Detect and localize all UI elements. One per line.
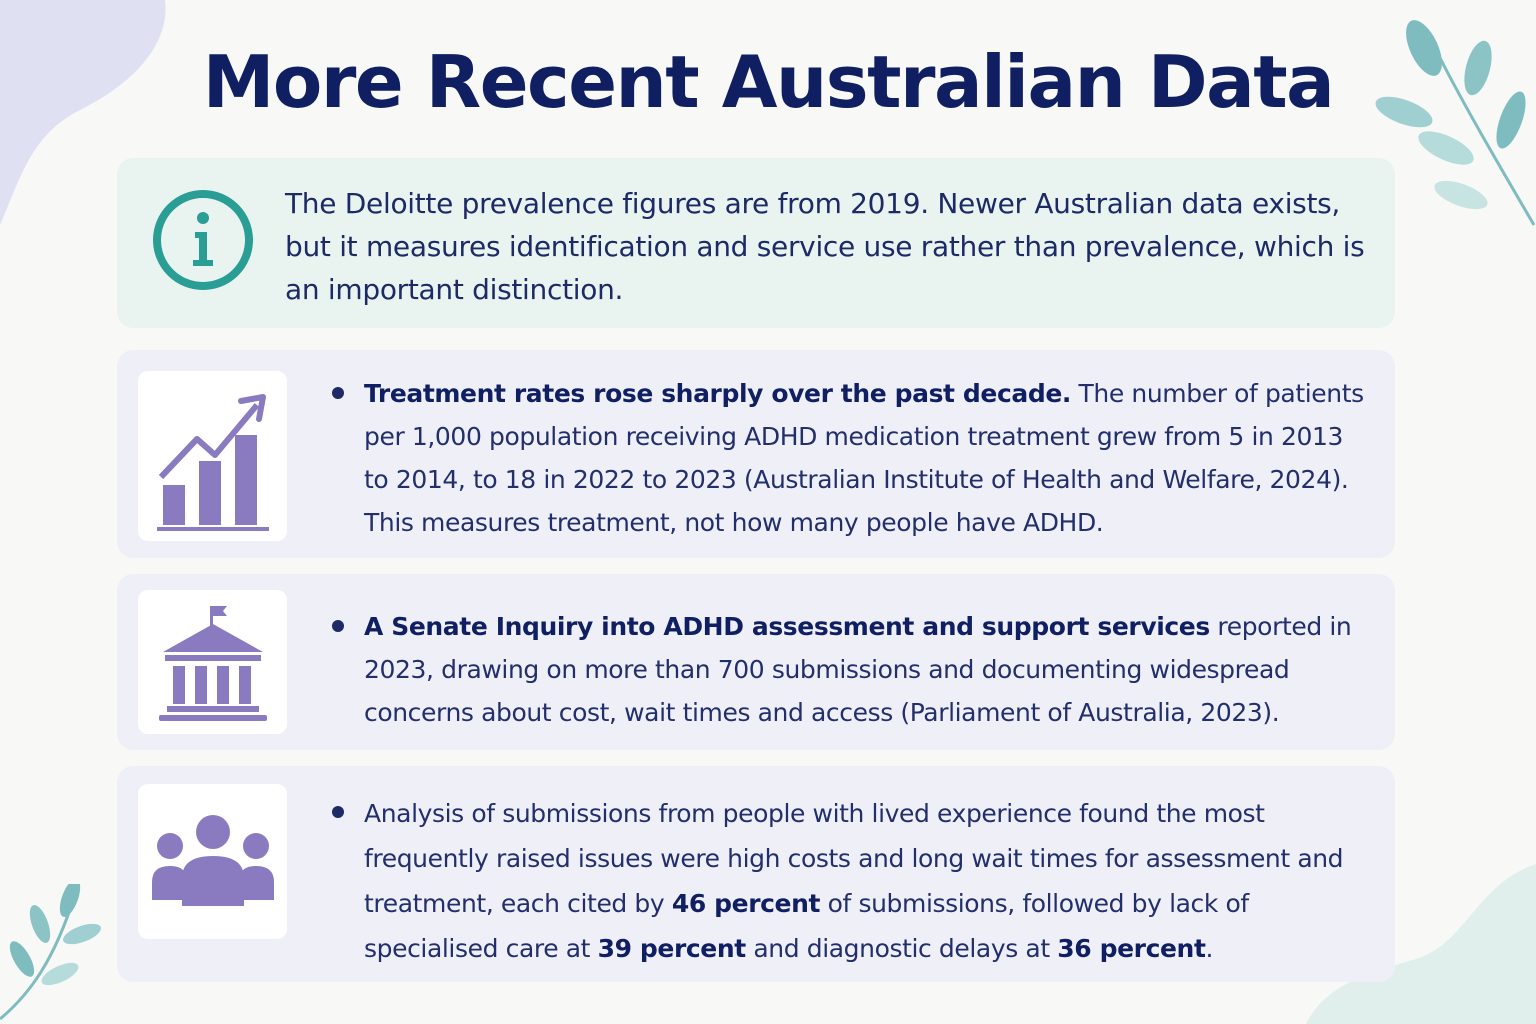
bullet-icon [332,806,344,818]
item-bold-lead: Treatment rates rose sharply over the pa… [364,379,1072,408]
stat-36-percent: 36 percent [1057,934,1206,963]
item-text: Analysis of submissions from people with… [364,791,1374,971]
stat-39-percent: 39 percent [597,934,747,963]
icon-tile [138,590,287,734]
info-icon [153,190,253,290]
government-building-icon [158,606,267,721]
icon-tile [138,371,287,541]
item-body: and diagnostic delays at [745,934,1058,963]
item-text: Treatment rates rose sharply over the pa… [364,372,1374,544]
list-item-lived-experience: Analysis of submissions from people with… [117,766,1395,982]
item-body: Analysis of submissions from people with… [364,799,1344,918]
item-body: of submissions, followed by lack of spec… [364,889,1249,963]
list-item-senate-inquiry: A Senate Inquiry into ADHD assessment an… [117,574,1395,750]
icon-tile [138,784,287,939]
bar-chart-trend-icon [156,394,269,531]
bullet-icon [332,387,344,399]
info-text: The Deloitte prevalence figures are from… [285,187,1365,306]
item-body: reported in 2023, drawing on more than 7… [364,612,1352,727]
list-item-treatment-rates: Treatment rates rose sharply over the pa… [117,350,1395,558]
item-text: A Senate Inquiry into ADHD assessment an… [364,605,1374,734]
item-body: The number of patients per 1,000 populat… [364,379,1364,537]
page-title: More Recent Australian Data [202,40,1335,124]
info-card: The Deloitte prevalence figures are from… [117,158,1395,328]
stat-46-percent: 46 percent [671,889,821,918]
item-body: . [1205,934,1214,963]
people-group-icon [151,814,274,906]
bullet-icon [332,620,344,632]
item-bold-lead: A Senate Inquiry into ADHD assessment an… [364,612,1210,641]
leaf-branch-bottom-left-icon [0,884,101,1021]
